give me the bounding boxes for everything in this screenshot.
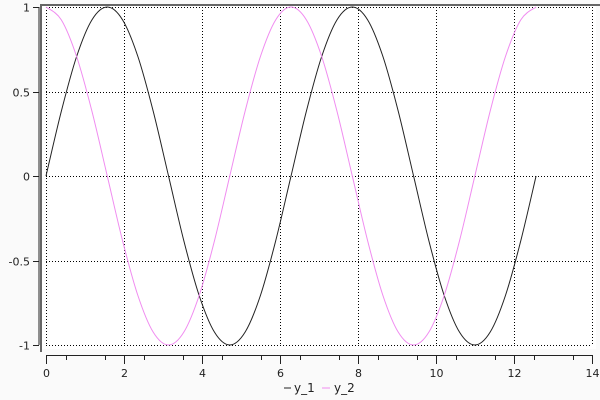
x-tick-label: 12 (508, 367, 522, 380)
y-tick-label: 0.5 (13, 87, 31, 100)
x-tick-label: 6 (277, 367, 284, 380)
legend: y_1 y_2 (284, 381, 355, 395)
x-tick-label: 0 (43, 367, 50, 380)
y-tick-label: 0 (23, 171, 30, 184)
x-tick-label: 4 (199, 367, 206, 380)
y-tick-label: -0.5 (9, 256, 30, 269)
legend-label-y_2: y_2 (334, 381, 355, 395)
series-line-y_2 (45, 6, 537, 346)
x-tick-label: 14 (586, 367, 600, 380)
series-line-y_1 (45, 6, 537, 346)
x-tick-label: 8 (355, 367, 362, 380)
y-tick-label: 1 (23, 2, 30, 15)
y-tick-label: -1 (19, 340, 30, 353)
series-group (45, 6, 537, 346)
legend-label-y_1: y_1 (294, 381, 315, 395)
x-tick-label: 2 (121, 367, 128, 380)
x-tick-label: 10 (430, 367, 444, 380)
axes: 0 2 4 6 8 10 12 14 1 0.5 0 -0.5 -1 (9, 2, 600, 381)
